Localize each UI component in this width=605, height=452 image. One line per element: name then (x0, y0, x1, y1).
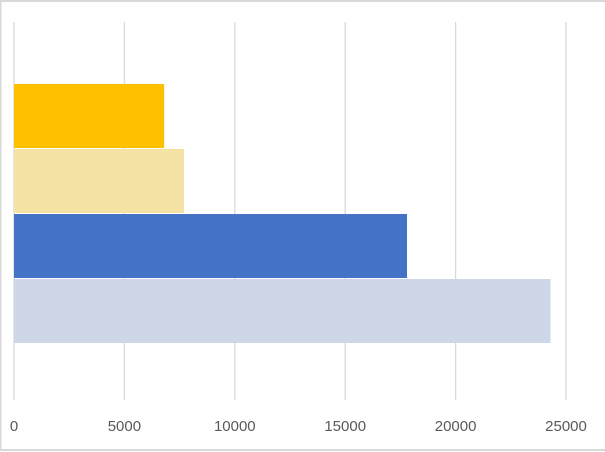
x-tick-label: 5000 (108, 418, 141, 435)
x-tick-label: 0 (10, 418, 18, 435)
x-tick-label: 20000 (435, 418, 477, 435)
x-tick-label: 15000 (324, 418, 366, 435)
bar (14, 84, 165, 148)
bar (14, 279, 551, 343)
x-tick-label: 25000 (545, 418, 587, 435)
bar (14, 149, 185, 213)
x-tick-label: 10000 (214, 418, 256, 435)
bar (14, 214, 408, 278)
